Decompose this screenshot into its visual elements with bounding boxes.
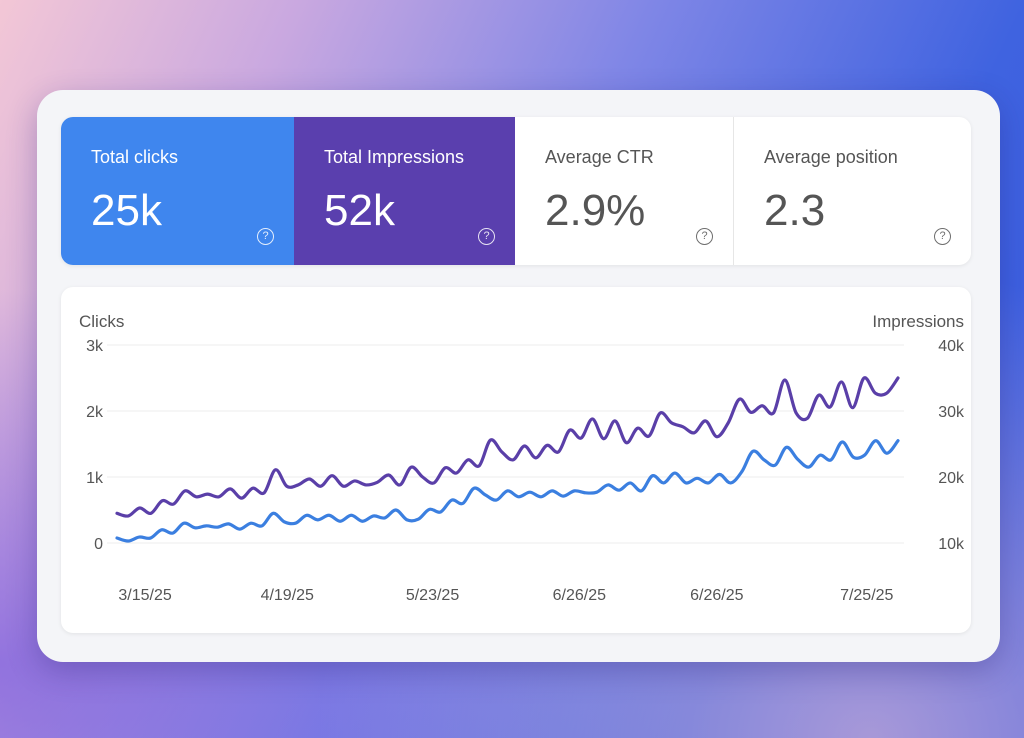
x-tick-label: 4/19/25: [261, 587, 314, 604]
help-icon[interactable]: ?: [257, 228, 274, 245]
metric-label: Total Impressions: [324, 147, 465, 167]
right-tick-label: 30k: [938, 404, 965, 421]
line-chart: Clicks Impressions 0 10k 1k 20k 2k 30k 3k 40k 3/…: [79, 312, 965, 604]
left-tick-label: 2k: [86, 404, 104, 421]
dashboard-card: Total clicks 25k ? Total Impressions 52k…: [37, 90, 1000, 662]
left-tick-label: 1k: [86, 470, 104, 487]
left-axis-label: Clicks: [79, 312, 124, 331]
x-tick-label: 7/25/25: [840, 587, 893, 604]
metric-label: Average position: [764, 147, 898, 167]
x-tick-label: 5/23/25: [406, 587, 459, 604]
metric-average-ctr[interactable]: Average CTR 2.9% ?: [515, 117, 734, 265]
left-tick-label: 3k: [86, 338, 104, 355]
help-icon[interactable]: ?: [696, 228, 713, 245]
impressions-series-line: [115, 376, 900, 518]
right-tick-label: 20k: [938, 470, 965, 487]
right-tick-label: 10k: [938, 536, 965, 553]
right-tick-label: 40k: [938, 338, 965, 355]
metric-total-clicks[interactable]: Total clicks 25k ?: [61, 117, 294, 265]
metric-value: 52k: [324, 186, 395, 235]
metric-label: Total clicks: [91, 147, 179, 167]
clicks-series-line: [115, 439, 900, 543]
x-tick-label: 6/26/25: [553, 587, 606, 604]
help-icon[interactable]: ?: [934, 228, 951, 245]
metric-value: 25k: [91, 186, 162, 235]
right-axis-label: Impressions: [872, 312, 964, 331]
x-tick-label: 6/26/25: [690, 587, 743, 604]
help-icon[interactable]: ?: [478, 228, 495, 245]
metric-total-impressions[interactable]: Total Impressions 52k ?: [294, 117, 515, 265]
left-tick-label: 0: [94, 536, 103, 553]
metric-average-position[interactable]: Average position 2.3 ?: [734, 117, 971, 265]
metric-value: 2.9%: [545, 186, 646, 235]
metric-value: 2.3: [764, 186, 826, 235]
metric-label: Average CTR: [545, 147, 654, 167]
x-tick-label: 3/15/25: [118, 587, 171, 604]
metric-tiles: Total clicks 25k ? Total Impressions 52k…: [61, 117, 971, 265]
chart-panel: Clicks Impressions 0 10k 1k 20k 2k 30k 3k 40k 3/…: [61, 287, 971, 633]
